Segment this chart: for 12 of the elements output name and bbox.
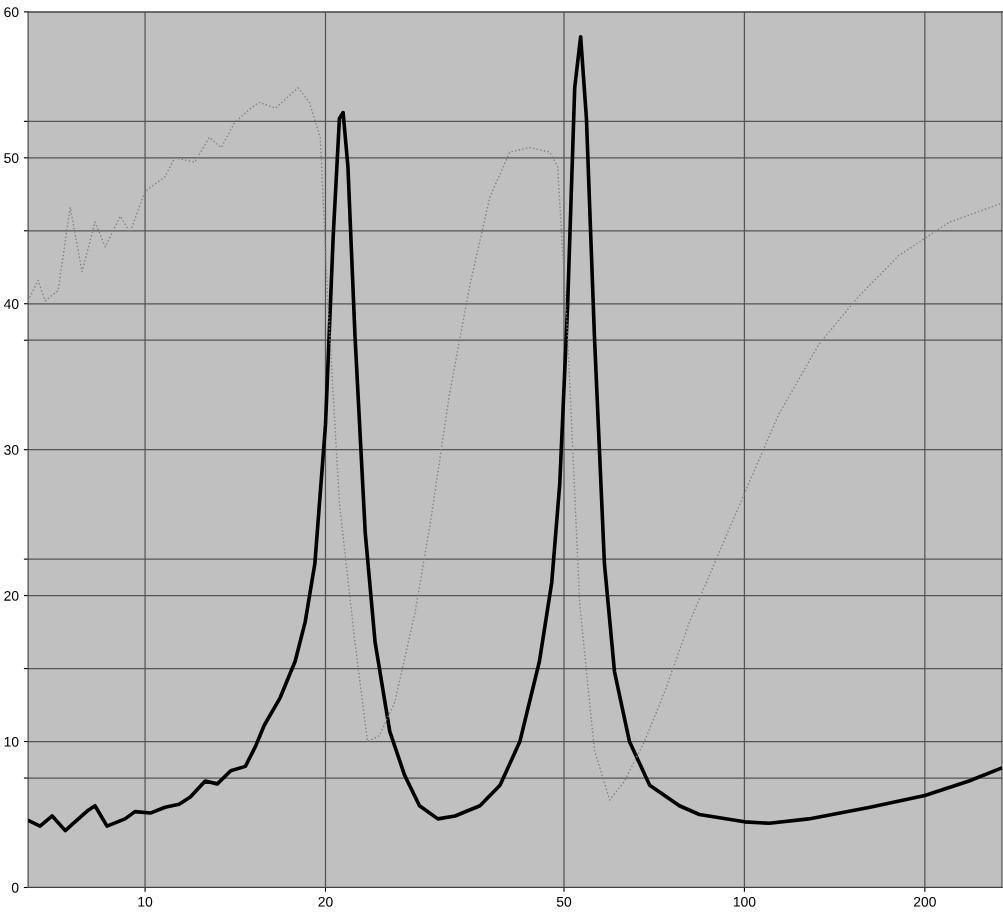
y-tick-label: 40 (3, 299, 19, 309)
y-tick-label: 30 (4, 445, 19, 455)
x-tick-label: 20 (318, 896, 333, 907)
y-tick-label: 50 (4, 153, 19, 163)
x-tick-label: 100 (733, 896, 756, 907)
x-tick-label: 200 (913, 896, 936, 907)
x-tick-label: 50 (556, 896, 572, 907)
y-tick-label: 0 (11, 882, 19, 893)
x-tick-label: 10 (138, 896, 153, 907)
y-tick-label: 10 (4, 736, 19, 747)
y-tick-label: 60 (4, 7, 19, 18)
y-tick-label: 20 (4, 590, 19, 601)
